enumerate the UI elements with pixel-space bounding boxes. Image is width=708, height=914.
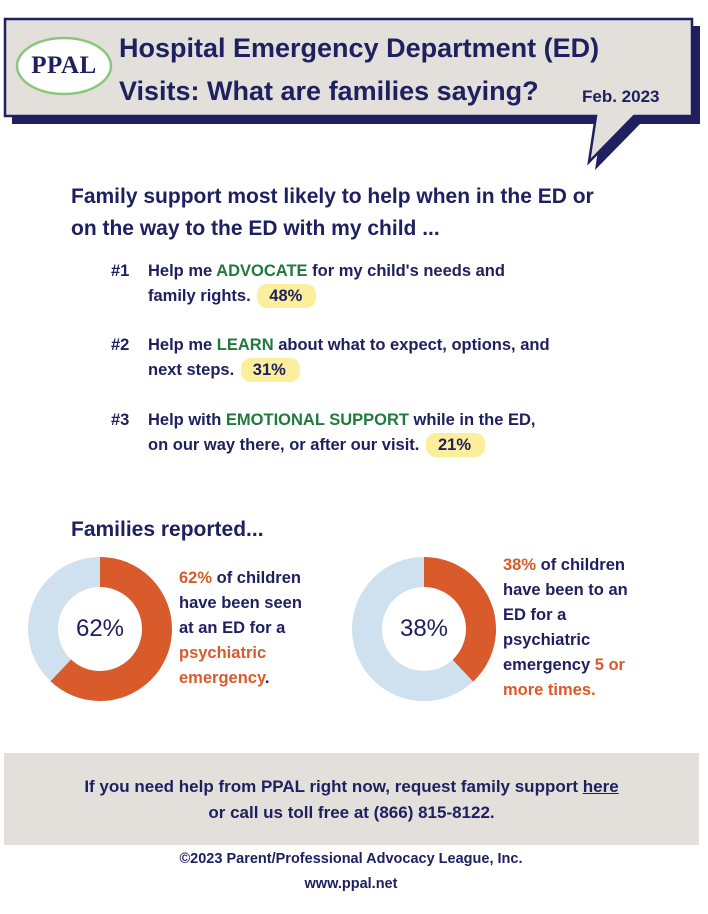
stat-text: have been to an — [503, 581, 628, 599]
item-keyword: EMOTIONAL SUPPORT — [225, 411, 409, 429]
stat-emphasis: 5 or — [594, 656, 625, 674]
item-text: next steps. — [148, 361, 235, 379]
donut-segment — [28, 557, 172, 701]
item-text: Help me — [148, 336, 217, 354]
stat-emphasis: emergency — [179, 669, 265, 687]
logo-text: PPAL — [31, 52, 97, 79]
stat-text: have been seen — [179, 594, 302, 612]
logo-ellipse-icon — [15, 36, 113, 96]
ppal-logo: PPAL — [14, 34, 114, 98]
request-support-link[interactable]: here — [582, 777, 619, 796]
help-line1: If you need help from PPAL right now, re… — [4, 777, 699, 797]
header-banner: PPAL Hospital Emergency Department (ED) … — [0, 0, 708, 175]
stat-emphasis: more times. — [503, 681, 596, 699]
stat-percent: 62% — [179, 569, 213, 587]
donut-center-label: 62% — [75, 615, 125, 642]
stat-text: of children — [212, 569, 301, 587]
stat-five-or-more: 38% of children have been to an ED for a… — [503, 553, 653, 703]
item-text: on our way there, or after our visit. — [148, 436, 420, 454]
page-title-line2: Visits: What are families saying? — [119, 76, 539, 106]
donut-segment — [352, 557, 496, 701]
item-rank: #3 — [111, 411, 130, 429]
help-phone-line: or call us toll free at (866) 815-8122. — [208, 803, 495, 822]
website-link[interactable]: www.ppal.net — [304, 876, 398, 892]
speech-bubble-shape — [3, 17, 700, 170]
families-heading: Families reported... — [71, 518, 264, 541]
item-rank: #2 — [111, 336, 130, 354]
stat-seen-at-ed: 62% of children have been seen at an ED … — [179, 566, 329, 691]
item-text: Help me — [148, 262, 217, 280]
stat-text: ED for a — [503, 606, 567, 624]
stat-percent: 38% — [503, 556, 537, 574]
item-percent-badge: 21% — [425, 433, 486, 457]
item-rank: #1 — [111, 262, 130, 280]
copyright-text: ©2023 Parent/Professional Advocacy Leagu… — [179, 851, 523, 867]
item-text: while in the ED, — [408, 411, 536, 429]
item-text: for my child's needs and — [307, 262, 505, 280]
donut-chart-seen-at-ed — [28, 557, 172, 701]
item-percent-badge: 31% — [240, 358, 300, 382]
stat-text: of children — [536, 556, 625, 574]
donut-center-label: 38% — [399, 615, 449, 642]
stat-emphasis: psychiatric — [179, 644, 267, 662]
item-keyword: ADVOCATE — [216, 262, 308, 280]
item-text: Help with — [148, 411, 226, 429]
stat-text: emergency — [503, 656, 595, 674]
page-title-line1: Hospital Emergency Department (ED) — [119, 33, 600, 63]
support-heading-line1: Family support most likely to help when … — [71, 185, 594, 208]
item-keyword: LEARN — [216, 336, 274, 354]
stat-text: . — [264, 669, 270, 687]
date-label: Feb. 2023 — [582, 87, 660, 106]
stat-text: psychiatric — [503, 631, 591, 649]
stat-text: at an ED for a — [179, 619, 286, 637]
donut-chart-five-or-more — [352, 557, 496, 701]
help-text: If you need help from PPAL right now, re… — [84, 777, 583, 796]
support-heading-line2: on the way to the ED with my child ... — [71, 217, 440, 240]
item-text: about what to expect, options, and — [273, 336, 550, 354]
item-percent-badge: 48% — [257, 284, 317, 308]
support-heading: Family support most likely to help when … — [71, 181, 651, 245]
item-text: family rights. — [148, 287, 251, 305]
help-banner: If you need help from PPAL right now, re… — [4, 753, 699, 845]
